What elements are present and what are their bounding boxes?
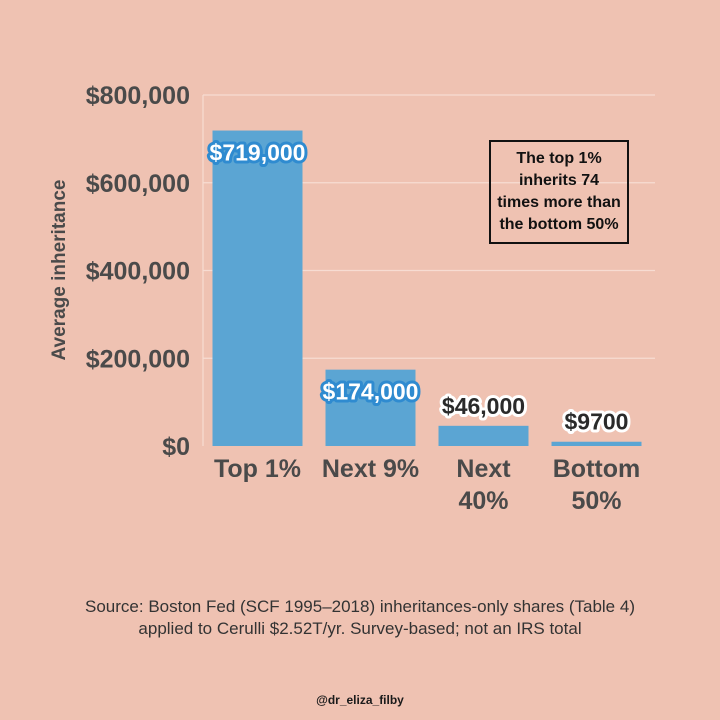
annotation-box: The top 1% inherits 74 times more than t… bbox=[489, 140, 629, 244]
y-axis-title: Average inheritance bbox=[49, 180, 70, 361]
x-tick-label: Top 1% bbox=[214, 455, 301, 483]
data-label: $719,000 bbox=[210, 140, 306, 166]
y-tick-label: $0 bbox=[162, 433, 190, 461]
y-tick-label: $200,000 bbox=[86, 345, 190, 373]
x-tick-label: 40% bbox=[458, 487, 508, 515]
data-label: $174,000 bbox=[323, 379, 419, 405]
x-tick-label: Next 9% bbox=[322, 455, 419, 483]
data-label: $46,000 bbox=[442, 393, 525, 419]
y-tick-label: $400,000 bbox=[86, 258, 190, 286]
axes: $0 $200,000 $400,000 $600,000 $800,000 Averag… bbox=[49, 82, 640, 515]
bar bbox=[212, 130, 303, 446]
bar bbox=[551, 441, 642, 446]
data-label: $9700 bbox=[565, 409, 629, 435]
source-note: Source: Boston Fed (SCF 1995–2018) inher… bbox=[30, 596, 690, 640]
annotation-text: The top 1% inherits 74 times more than t… bbox=[497, 150, 621, 233]
x-tick-label: Bottom bbox=[553, 455, 640, 483]
bar bbox=[325, 369, 416, 446]
x-tick-label: 50% bbox=[571, 487, 621, 515]
data-labels: $719,000 $174,000 $46,000 $9700 bbox=[207, 137, 632, 438]
author-handle: @dr_eliza_filby bbox=[316, 693, 404, 707]
x-tick-label: Next bbox=[456, 455, 511, 483]
source-line-2: applied to Cerulli $2.52T/yr. Survey-bas… bbox=[138, 619, 582, 638]
y-tick-label: $600,000 bbox=[86, 170, 190, 198]
source-line-1: Source: Boston Fed (SCF 1995–2018) inher… bbox=[85, 597, 635, 616]
y-tick-label: $800,000 bbox=[86, 82, 190, 110]
bars bbox=[212, 130, 642, 446]
bar bbox=[438, 425, 529, 446]
